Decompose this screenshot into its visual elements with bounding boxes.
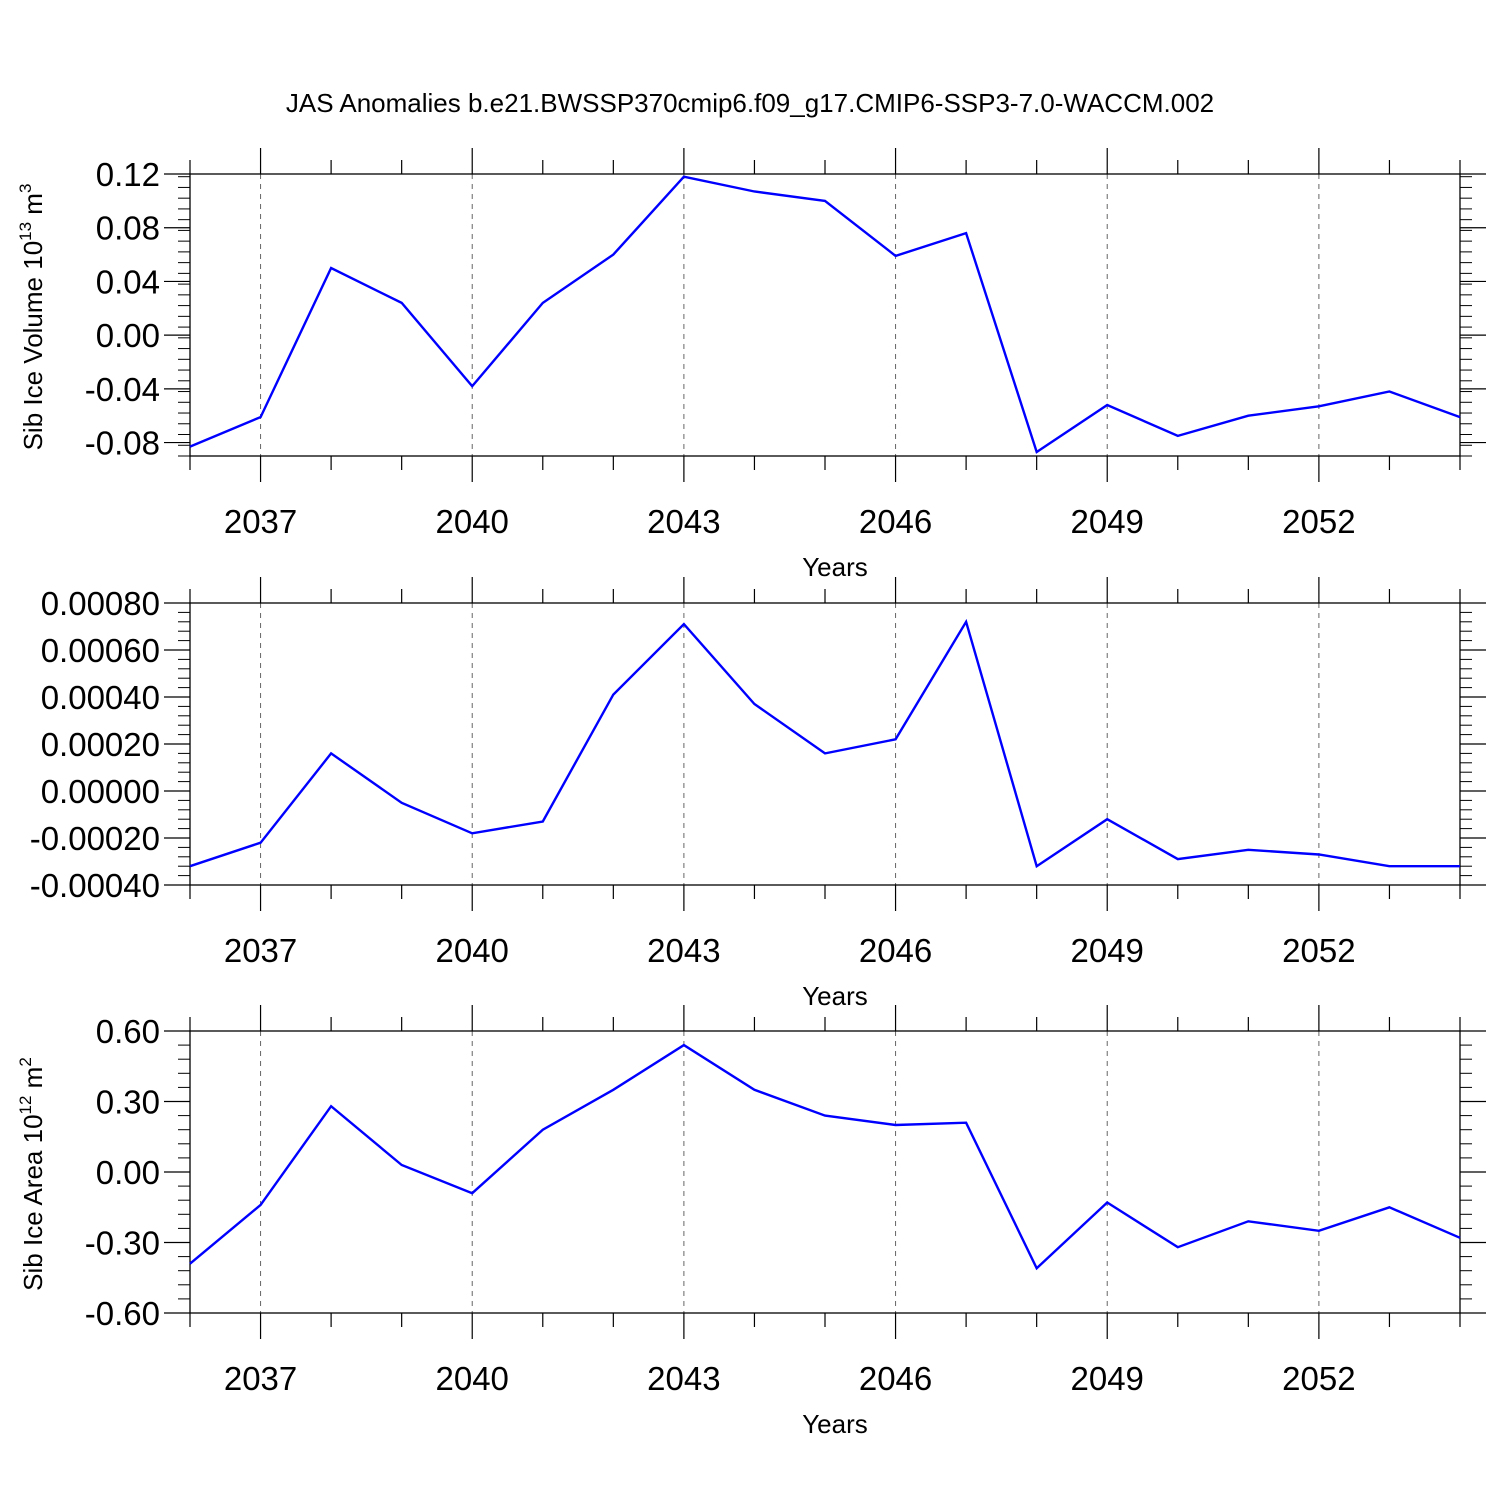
x-tick-label: 2043 <box>647 503 720 540</box>
chart-panel-2: 2037 2040 2043 2046 2049 2052 -0.00040 -0.00020… <box>30 577 1486 1011</box>
y-axis-title: Sib Ice Area 1012 m2 <box>16 1057 48 1291</box>
x-tick-label: 2049 <box>1071 503 1144 540</box>
y-tick-label: 0.00060 <box>41 632 160 669</box>
y-tick-label: 0.00 <box>96 317 160 354</box>
x-tick-label: 2040 <box>436 503 509 540</box>
series-line <box>190 622 1460 866</box>
x-tick-label: 2037 <box>224 1360 297 1397</box>
series-line <box>190 1045 1460 1268</box>
y-tick-label: 0.00040 <box>41 679 160 716</box>
plot-frame <box>190 603 1460 885</box>
x-tick-label: 2046 <box>859 1360 932 1397</box>
y-axis-title-superscript: 2 <box>16 1057 35 1066</box>
y-tick-label: 0.60 <box>96 1013 160 1050</box>
x-tick-label: 2043 <box>647 932 720 969</box>
y-axis-title: Sib Ice Volume 1013 m3 <box>16 184 48 451</box>
x-tick-label: 2049 <box>1071 1360 1144 1397</box>
y-tick-label: 0.30 <box>96 1084 160 1121</box>
series-line <box>190 177 1460 452</box>
y-tick-label: 0.00020 <box>41 726 160 763</box>
x-tick-label: 2040 <box>436 1360 509 1397</box>
chart-panel-1: 2037 2040 2043 2046 2049 2052 -0.08 -0.04 0.00 0.… <box>16 148 1486 582</box>
x-tick-label: 2052 <box>1282 503 1355 540</box>
x-tick-label: 2046 <box>859 503 932 540</box>
x-axis-title: Years <box>802 981 868 1011</box>
y-tick-label: -0.00040 <box>30 867 160 904</box>
y-axis-title-text: Sib Ice Area 10 <box>18 1114 48 1290</box>
x-tick-label: 2037 <box>224 932 297 969</box>
chart-title: JAS Anomalies b.e21.BWSSP370cmip6.f09_g1… <box>286 88 1214 118</box>
y-tick-label: -0.30 <box>85 1225 160 1262</box>
y-axis-title-superscript: 3 <box>16 184 35 193</box>
y-tick-label: -0.60 <box>85 1295 160 1332</box>
chart-panel-3: 2037 2040 2043 2046 2049 2052 -0.60 -0.30 0.00 0.… <box>16 1005 1486 1439</box>
x-axis-title: Years <box>802 1409 868 1439</box>
x-axis-title: Years <box>802 552 868 582</box>
y-tick-label: 0.04 <box>96 263 160 300</box>
y-axis-title-superscript: 13 <box>16 222 35 241</box>
y-axis-title-text: m <box>18 193 48 222</box>
y-tick-label: 0.08 <box>96 210 160 247</box>
y-axis-title-text: Sib Ice Volume 10 <box>18 241 48 451</box>
x-tick-label: 2040 <box>436 932 509 969</box>
x-tick-label: 2043 <box>647 1360 720 1397</box>
x-tick-label: 2049 <box>1071 932 1144 969</box>
x-tick-label: 2052 <box>1282 932 1355 969</box>
y-tick-label: 0.00080 <box>41 585 160 622</box>
y-tick-label: 0.00 <box>96 1154 160 1191</box>
y-tick-label: -0.04 <box>85 371 160 408</box>
y-tick-label: -0.08 <box>85 425 160 462</box>
y-axis-title-text: m <box>18 1067 48 1096</box>
plot-frame <box>190 1031 1460 1313</box>
x-tick-label: 2037 <box>224 503 297 540</box>
y-tick-label: -0.00020 <box>30 820 160 857</box>
y-tick-label: 0.12 <box>96 156 160 193</box>
y-axis-title-superscript: 12 <box>16 1096 35 1115</box>
x-tick-label: 2052 <box>1282 1360 1355 1397</box>
x-tick-label: 2046 <box>859 932 932 969</box>
y-tick-label: 0.00000 <box>41 773 160 810</box>
chart-panels: 2037 2040 2043 2046 2049 2052 -0.08 -0.04 0.00 0.… <box>16 148 1486 1439</box>
